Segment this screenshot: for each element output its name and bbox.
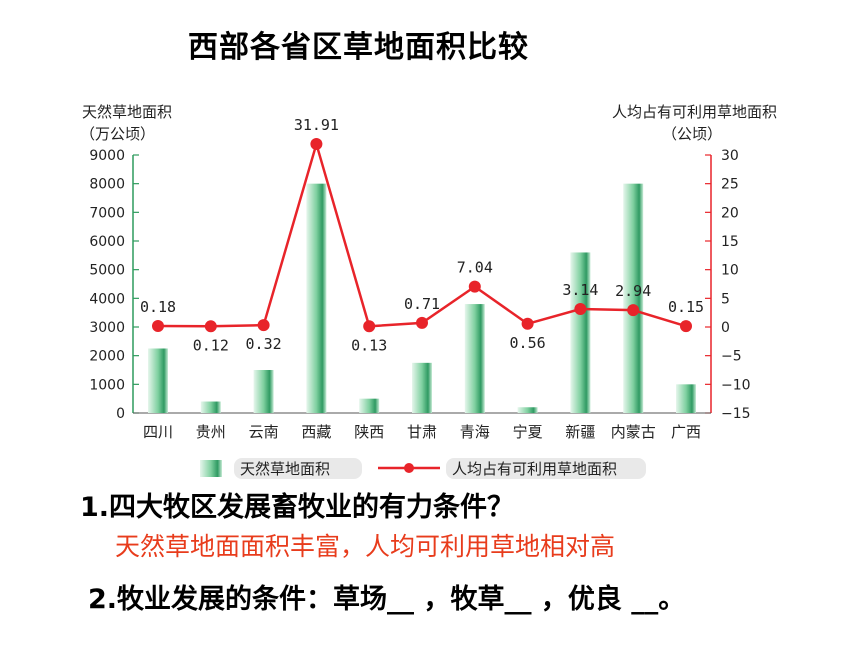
data-label-贵州: 0.12 <box>193 336 229 354</box>
line-point-四川 <box>152 319 164 332</box>
left-axis-tick-label: 5000 <box>89 263 125 279</box>
category-label: 新疆 <box>565 423 595 441</box>
data-label-广西: 0.15 <box>668 298 704 316</box>
question-2: 2.牧业发展的条件：草场__ ，牧草__ ，优良 __。 <box>88 584 686 615</box>
line-point-陕西 <box>363 320 376 333</box>
data-label-青海: 7.04 <box>457 259 493 277</box>
category-label: 陕西 <box>354 423 384 441</box>
right-axis-tick-label: 0 <box>721 320 730 336</box>
legend: 天然草地面积 人均占有可利用草地面积 <box>200 458 646 479</box>
bar-四川 <box>148 348 168 413</box>
right-axis-tick-label: −5 <box>721 349 742 365</box>
left-axis-tick-label: 7000 <box>89 205 125 221</box>
left-axis-tick-label: 1000 <box>89 377 125 393</box>
page-title: 西部各省区草地面积比较 <box>188 30 529 65</box>
data-label-内蒙古: 2.94 <box>615 282 651 300</box>
data-label-四川: 0.18 <box>140 298 176 316</box>
right-axis-tick-label: −10 <box>721 377 751 393</box>
line-point-宁夏 <box>521 317 534 330</box>
left-axis-label-line1: 天然草地面积 <box>82 103 172 121</box>
right-axis-tick-label: 5 <box>721 291 730 307</box>
category-label: 青海 <box>460 423 490 441</box>
left-axis-tick-label: 3000 <box>89 320 125 336</box>
right-axis-label-line1: 人均占有可利用草地面积 <box>612 103 777 121</box>
category-label: 西藏 <box>301 423 331 441</box>
data-label-甘肃: 0.71 <box>404 295 440 313</box>
bar-宁夏 <box>517 407 538 413</box>
right-axis-tick-label: 15 <box>721 234 739 250</box>
data-label-陕西: 0.13 <box>351 336 387 354</box>
left-axis-tick-label: 9000 <box>89 148 125 164</box>
right-axis-tick-label: 25 <box>721 177 739 193</box>
right-axis-tick-label: 10 <box>721 263 739 279</box>
line-point-西藏 <box>310 138 323 151</box>
bar-内蒙古 <box>623 183 644 413</box>
category-label: 广西 <box>671 423 701 441</box>
left-axis-tick-label: 0 <box>116 406 125 422</box>
bar-云南 <box>253 370 274 413</box>
legend-bar-swatch <box>200 460 222 477</box>
bar-陕西 <box>359 398 380 413</box>
category-label: 贵州 <box>196 423 226 441</box>
line-point-贵州 <box>204 320 217 333</box>
bar-贵州 <box>200 401 221 413</box>
bar-青海 <box>464 304 485 413</box>
data-label-新疆: 3.14 <box>562 281 598 299</box>
category-label: 四川 <box>143 423 173 441</box>
category-label: 云南 <box>249 423 279 441</box>
left-axis-tick-label: 8000 <box>89 177 125 193</box>
legend-bar-label: 天然草地面积 <box>240 460 330 478</box>
data-label-西藏: 31.91 <box>294 116 339 134</box>
bar-新疆 <box>570 252 591 413</box>
bar-广西 <box>676 384 696 413</box>
bar-西藏 <box>306 183 327 413</box>
line-point-广西 <box>680 320 692 333</box>
data-label-云南: 0.32 <box>246 335 282 353</box>
left-axis-tick-label: 4000 <box>89 291 125 307</box>
right-axis-tick-label: 20 <box>721 205 739 221</box>
right-axis-label-line2: （公顷） <box>662 125 722 143</box>
line-point-内蒙古 <box>627 304 640 317</box>
question-1: 1.四大牧区发展畜牧业的有力条件？ <box>80 492 515 523</box>
data-label-宁夏: 0.56 <box>510 334 546 352</box>
legend-line-label: 人均占有可利用草地面积 <box>452 460 617 478</box>
line-point-青海 <box>468 280 481 293</box>
bar-甘肃 <box>412 362 432 413</box>
right-axis-tick-label: −15 <box>721 406 751 422</box>
legend-line-marker <box>404 463 414 473</box>
left-axis-tick-label: 6000 <box>89 234 125 250</box>
line-point-甘肃 <box>416 316 428 329</box>
category-label: 内蒙古 <box>611 423 656 441</box>
answer-1: 天然草地面面积丰富，人均可利用草地相对高 <box>115 532 616 561</box>
chart: 0 1000 2000 3000 4000 5000 6000 7000 8000 9000 −15… <box>80 103 777 479</box>
line-point-新疆 <box>574 302 587 315</box>
category-label: 甘肃 <box>407 423 437 441</box>
category-label: 宁夏 <box>513 423 543 441</box>
left-axis-label-line2: （万公顷） <box>80 125 155 143</box>
right-axis-tick-label: 30 <box>721 148 739 164</box>
line-point-云南 <box>257 319 270 332</box>
left-axis-tick-label: 2000 <box>89 349 125 365</box>
